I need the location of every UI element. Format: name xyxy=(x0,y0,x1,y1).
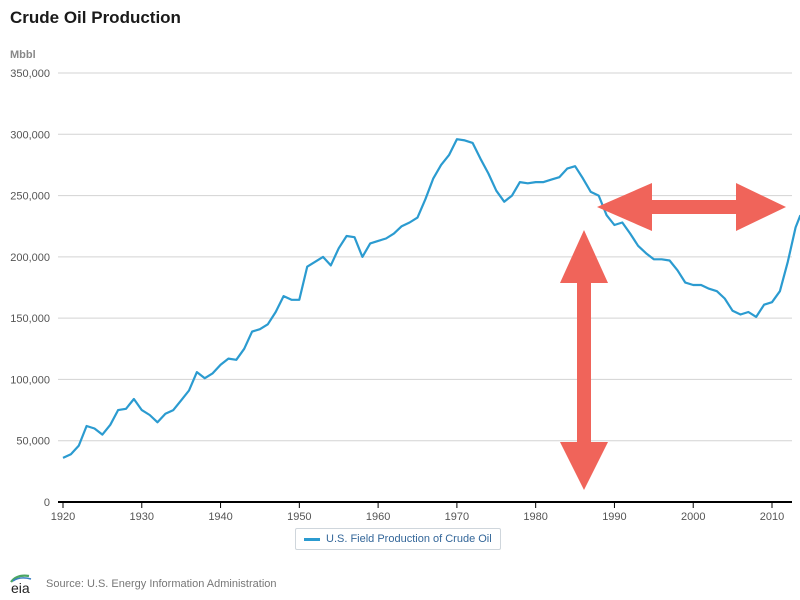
chart-title: Crude Oil Production xyxy=(10,8,181,27)
eia-logo-text: eia xyxy=(11,580,30,595)
footer: eia Source: U.S. Energy Information Admi… xyxy=(8,573,277,595)
x-tick-label: 1930 xyxy=(130,511,154,523)
x-tick-label: 1980 xyxy=(523,511,547,523)
x-tick-label: 1990 xyxy=(602,511,626,523)
legend-label: U.S. Field Production of Crude Oil xyxy=(326,533,492,545)
arrow-horizontal-shaft xyxy=(650,200,738,214)
x-axis-tick-labels: 1920 1930 1940 1950 1960 1970 1980 1990 2000 2010 xyxy=(51,502,784,523)
arrow-right-head xyxy=(736,183,786,231)
vertical-double-arrow xyxy=(560,230,608,490)
horizontal-double-arrow xyxy=(597,183,786,231)
y-axis-unit-label: Mbbl xyxy=(10,49,36,61)
eia-logo-icon: eia xyxy=(10,574,32,595)
arrow-vertical-shaft xyxy=(577,281,591,444)
grid-lines xyxy=(58,72,792,442)
x-tick-label: 1970 xyxy=(445,511,469,523)
y-axis-tick-labels: 0 50,000 100,000 150,000 200,000 250,000 300,0… xyxy=(10,68,50,509)
x-tick-label: 1920 xyxy=(51,511,75,523)
x-tick-label: 2000 xyxy=(681,511,705,523)
arrow-left-head xyxy=(597,183,652,231)
y-tick-label: 200,000 xyxy=(10,252,50,264)
y-tick-label: 50,000 xyxy=(16,436,50,448)
annotations xyxy=(560,183,786,490)
legend[interactable]: U.S. Field Production of Crude Oil xyxy=(295,528,501,550)
series-layer xyxy=(62,138,800,459)
x-tick-label: 1940 xyxy=(208,511,232,523)
x-tick-label: 1950 xyxy=(287,511,311,523)
legend-swatch xyxy=(304,537,320,541)
y-tick-label: 300,000 xyxy=(10,129,50,141)
y-tick-label: 0 xyxy=(44,497,50,509)
y-tick-label: 250,000 xyxy=(10,191,50,203)
arrow-up-head xyxy=(560,230,608,283)
source-text: Source: U.S. Energy Information Administ… xyxy=(46,578,277,590)
x-tick-label: 2010 xyxy=(760,511,784,523)
y-tick-label: 100,000 xyxy=(10,374,50,386)
series-line xyxy=(62,138,800,459)
y-tick-label: 150,000 xyxy=(10,313,50,325)
arrow-down-head xyxy=(560,442,608,490)
y-tick-label: 350,000 xyxy=(10,68,50,80)
x-tick-label: 1960 xyxy=(366,511,390,523)
